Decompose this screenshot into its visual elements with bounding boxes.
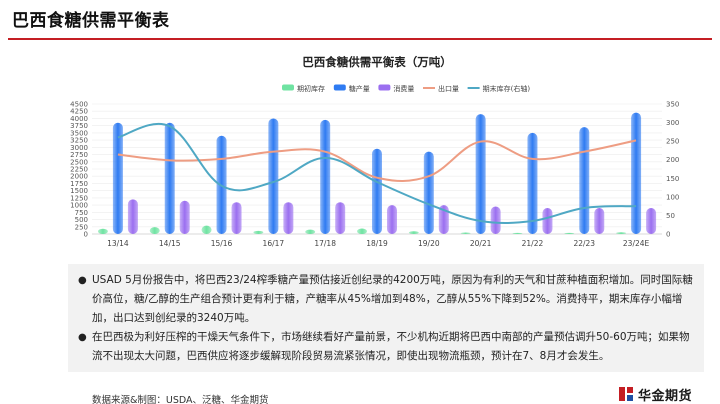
y-left-tick-label: 750 [75,209,88,217]
y-right-tick-label: 100 [666,193,679,201]
legend-label: 糖产量 [349,84,370,93]
notes-box: ● USAD 5月份报告中，将巴西23/24榨季糖产量预估接近创纪录的4200万… [68,264,704,372]
y-left-tick-label: 1750 [70,180,88,188]
note-item: ● USAD 5月份报告中，将巴西23/24榨季糖产量预估接近创纪录的4200万… [76,271,696,328]
sugar-balance-chart: 巴西食糖供需平衡表（万吨）期初库存 糖产量 消费量 出口量 期末库存(右轴)025050… [70,55,679,248]
note-text: 在巴西极为利好压榨的干燥天气条件下，市场继续看好产量前景，不少机构近期将巴西中南… [92,331,690,362]
x-tick-label: 19/20 [418,239,440,248]
y-left-tick-label: 0 [84,231,88,239]
bar-consumption [646,208,657,234]
bar-opening-stock [201,225,212,234]
y-right-tick-label: 50 [666,212,675,220]
note-item: ● 在巴西极为利好压榨的干燥天气条件下，市场继续看好产量前景，不少机构近期将巴西… [76,328,696,366]
y-left-tick-label: 4000 [70,115,88,123]
x-tick-label: 16/17 [263,239,285,248]
bar-production [579,127,590,234]
x-tick-label: 13/14 [107,239,129,248]
bar-opening-stock [149,227,160,234]
bar-opening-stock [564,232,575,234]
bar-production [112,122,123,234]
bar-consumption [231,202,242,234]
y-left-tick-label: 1250 [70,194,88,202]
bar-production [631,112,642,234]
legend-label: 期初库存 [297,84,325,93]
y-left-tick-label: 2500 [70,158,88,166]
bar-production [527,132,538,234]
note-text: USAD 5月份报告中，将巴西23/24榨季糖产量预估接近创纪录的4200万吨，… [92,274,693,324]
y-right-tick-label: 300 [666,119,679,127]
legend-label: 消费量 [393,84,414,93]
line-exports [117,139,637,183]
bar-opening-stock [357,228,367,234]
y-left-tick-label: 3250 [70,137,88,145]
bar-opening-stock [253,230,264,234]
bar-consumption [594,208,605,234]
bar-consumption [438,205,449,234]
logo-icon [618,386,634,402]
logo-text: 华金期货 [638,388,693,404]
x-tick-label: 18/19 [366,239,388,248]
chart-title: 巴西食糖供需平衡表（万吨） [302,55,452,69]
x-tick-label: 15/16 [211,239,233,248]
bar-production [164,122,175,234]
bar-consumption [387,205,397,234]
bar-production [372,148,382,234]
y-left-tick-label: 1500 [70,187,88,195]
legend-label: 出口量 [438,84,459,93]
y-left-tick-label: 1000 [70,202,88,210]
x-tick-label: 23/24E [623,239,650,248]
source-note: 数据来源&制图：USDA、泛糖、华金期货 [92,395,269,404]
y-right-tick-label: 350 [666,101,679,109]
x-tick-label: 20/21 [470,239,492,248]
bar-consumption [335,202,346,234]
bar-opening-stock [460,232,471,234]
y-left-tick-label: 250 [75,223,88,231]
bar-production [320,119,331,234]
legend-label: 期末库存(右轴) [483,84,531,93]
bar-consumption [127,199,138,234]
bar-opening-stock [616,232,627,234]
y-left-tick-label: 4250 [70,108,88,116]
y-left-tick-label: 3000 [70,144,88,152]
y-left-tick-label: 3500 [70,129,88,137]
y-right-tick-label: 0 [666,231,670,239]
legend-swatch [282,84,294,91]
bullet-icon: ● [78,332,87,343]
line-ending-stock [117,123,637,225]
x-tick-label: 21/22 [522,239,544,248]
bar-opening-stock [97,228,108,234]
bar-production [475,114,486,234]
y-left-tick-label: 4500 [70,101,88,109]
bar-consumption [490,206,501,234]
legend-swatch [333,84,346,91]
bar-opening-stock [512,232,523,234]
y-left-tick-label: 3750 [70,122,88,130]
bar-production [268,118,279,234]
bar-opening-stock [408,231,419,234]
x-tick-label: 17/18 [314,239,336,248]
bar-consumption [542,208,553,234]
y-left-tick-label: 2000 [70,173,88,181]
bullet-icon: ● [78,275,87,286]
bar-consumption [283,202,294,234]
bar-production [423,151,434,234]
y-right-tick-label: 200 [666,156,679,164]
y-left-tick-label: 2250 [70,166,88,174]
chart-panel: 巴西食糖供需平衡表（万吨） 期初库存 糖产量 消费量 出口量 期末库存(右轴) 0 250 50… [60,48,700,260]
page-title: 巴西食糖供需平衡表 [12,11,170,31]
bar-consumption [179,200,190,234]
company-logo: 华金期货 [618,384,692,404]
y-right-tick-label: 250 [666,138,679,146]
bar-opening-stock [305,229,316,234]
x-tick-label: 22/23 [573,239,595,248]
y-right-tick-label: 150 [666,175,679,183]
legend-swatch [378,84,391,91]
y-left-tick-label: 2750 [70,151,88,159]
x-tick-label: 14/15 [159,239,181,248]
title-underline [8,38,712,40]
y-left-tick-label: 500 [75,216,88,224]
